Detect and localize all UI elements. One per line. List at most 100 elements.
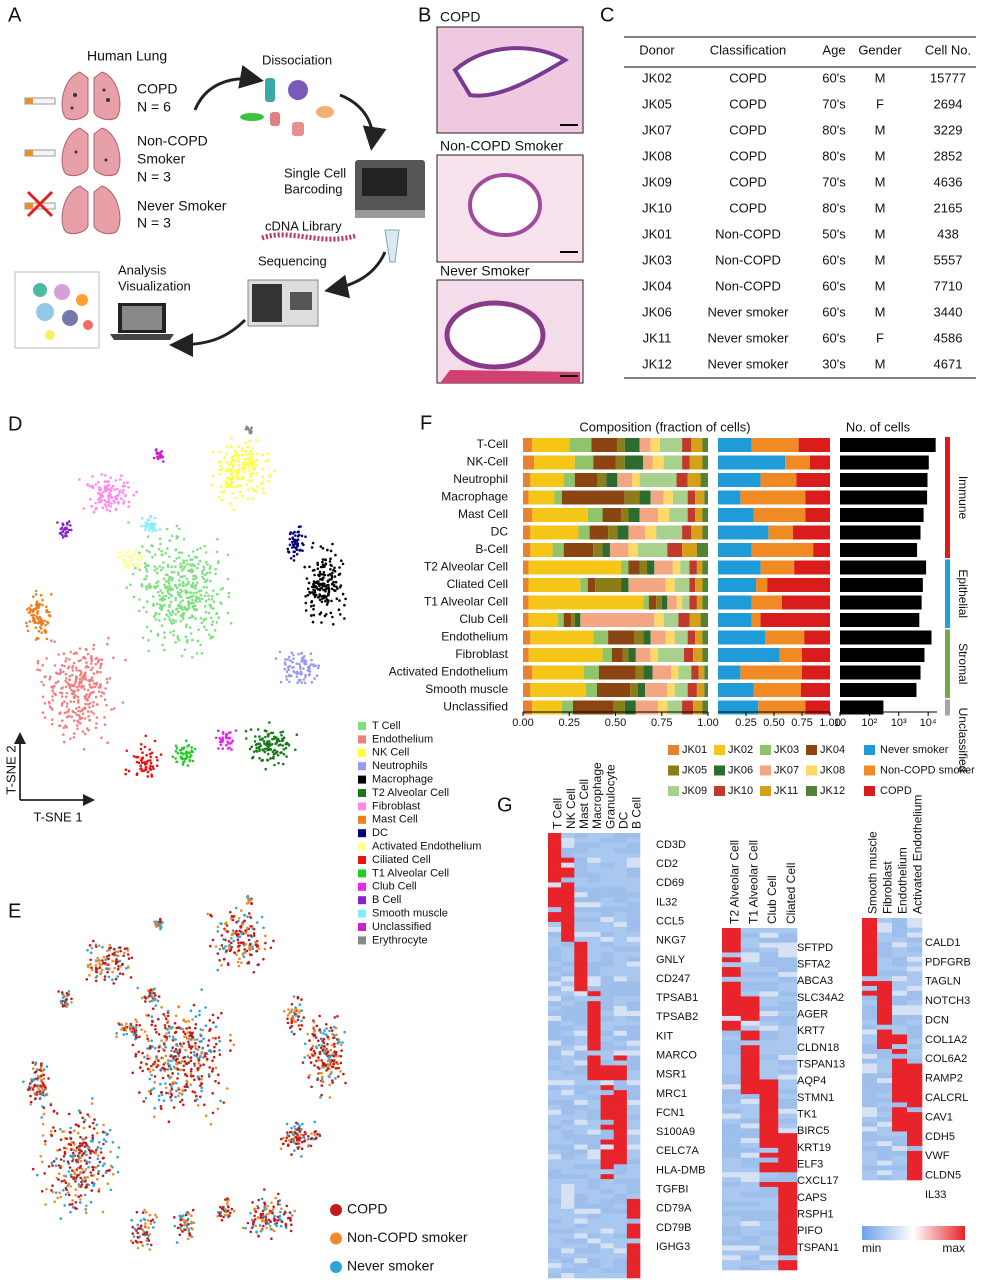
tsne-point — [249, 461, 252, 465]
tsne-point — [91, 1097, 94, 1100]
tsne-point — [261, 487, 265, 491]
tsne-point — [62, 670, 65, 674]
tsne-point — [191, 605, 195, 608]
tsne-point — [267, 479, 270, 483]
tsne-point — [187, 1043, 191, 1046]
heatmap-cell — [600, 936, 615, 943]
tsne-point — [240, 447, 244, 450]
heatmap-cell — [613, 1253, 628, 1259]
bar-segment — [530, 683, 586, 697]
tsne-point — [90, 966, 93, 969]
tsne-point — [92, 712, 95, 715]
tsne-point — [199, 1033, 202, 1036]
tsne-point — [210, 598, 214, 601]
tsne-point — [184, 589, 188, 593]
tsne-point — [175, 1089, 178, 1093]
heatmap-cell — [600, 847, 615, 854]
tsne-point — [292, 537, 295, 541]
tsne-point — [96, 1157, 99, 1161]
heatmap-cell — [548, 1070, 562, 1076]
table-header: Cell No. — [925, 42, 971, 57]
heatmap-cell — [613, 1030, 628, 1037]
heatmap-cell — [613, 1085, 628, 1091]
tsne-point — [191, 1036, 195, 1039]
tsne-point — [132, 595, 136, 599]
heatmap-cell — [759, 1064, 779, 1070]
tsne-point — [285, 755, 288, 758]
tsne-point — [217, 496, 221, 499]
tsne-point — [332, 1054, 336, 1058]
bar-segment — [718, 508, 754, 522]
tsne-point — [244, 929, 247, 932]
tsne-point — [200, 1078, 203, 1081]
tsne-point — [272, 1207, 275, 1211]
tsne-point — [196, 548, 199, 551]
heatmap-cell — [548, 966, 562, 972]
heatmap-cell — [574, 1238, 588, 1244]
tsne-point — [300, 534, 304, 538]
heatmap-cell — [613, 991, 628, 997]
heatmap-cell — [722, 991, 742, 997]
tsne-point — [114, 954, 118, 957]
bar-segment — [695, 578, 703, 592]
heatmap-cell — [626, 966, 641, 972]
tsne-point — [313, 1029, 317, 1032]
heatmap-cell — [778, 1011, 798, 1017]
tsne-point — [317, 664, 321, 667]
heatmap-cell — [574, 986, 588, 992]
tsne-point — [322, 571, 326, 574]
heatmap-cell — [600, 1273, 615, 1279]
tsne-point — [163, 636, 166, 639]
tsne-point — [278, 1214, 282, 1218]
tsne-point — [322, 1037, 326, 1041]
bar-segment — [628, 560, 640, 575]
heatmap-cell — [574, 1149, 588, 1155]
heatmap-cell — [561, 1050, 575, 1056]
heatmap-cell — [722, 1020, 742, 1027]
tsne-point — [182, 1030, 185, 1034]
tsne-point — [111, 959, 114, 963]
tsne-point — [158, 537, 162, 541]
tsne-point — [167, 578, 171, 581]
heatmap-cell — [740, 1084, 760, 1090]
tsne-point — [121, 484, 125, 488]
tsne-point — [328, 1096, 332, 1099]
tsne-point — [68, 675, 72, 678]
heatmap-cell — [548, 857, 562, 863]
tsne-point — [176, 1072, 180, 1076]
tsne-point — [323, 614, 327, 618]
tsne-point — [71, 1206, 75, 1209]
heatmap-cell — [613, 917, 628, 923]
tsne-point — [191, 598, 194, 602]
tsne-point — [89, 951, 93, 954]
tsne-point — [167, 1031, 171, 1034]
heatmap-cell — [778, 1128, 798, 1134]
gene-label: IGHG3 — [656, 1241, 690, 1253]
gene-label: CCL5 — [656, 915, 684, 927]
tsne-point — [207, 1039, 211, 1042]
table-cell: 60's — [822, 304, 846, 319]
tsne-point — [168, 1076, 171, 1080]
tsne-point — [70, 1148, 73, 1151]
tsne-point — [48, 705, 52, 708]
heatmap-cell — [722, 1035, 742, 1041]
heatmap-cell — [548, 1193, 562, 1200]
panel-a-art — [14, 65, 425, 357]
table-cell: 438 — [937, 226, 959, 241]
tsne-point — [157, 1017, 160, 1021]
heatmap-cell — [548, 1154, 562, 1160]
tsne-point — [82, 1141, 86, 1144]
tsne-point — [208, 1029, 211, 1032]
tsne-point — [148, 1233, 152, 1236]
tsne-point — [308, 673, 311, 676]
heatmap-cell — [600, 1090, 615, 1096]
heatmap-cell — [574, 1129, 588, 1135]
tsne-point — [194, 1026, 197, 1030]
heatmap-cell — [722, 1015, 742, 1022]
tsne-point — [60, 1180, 64, 1183]
tsne-point — [200, 652, 204, 655]
bar-segment — [637, 543, 668, 557]
bar-segment — [608, 630, 634, 645]
heatmap-cell — [600, 966, 615, 972]
heatmap-cell — [561, 1119, 575, 1126]
